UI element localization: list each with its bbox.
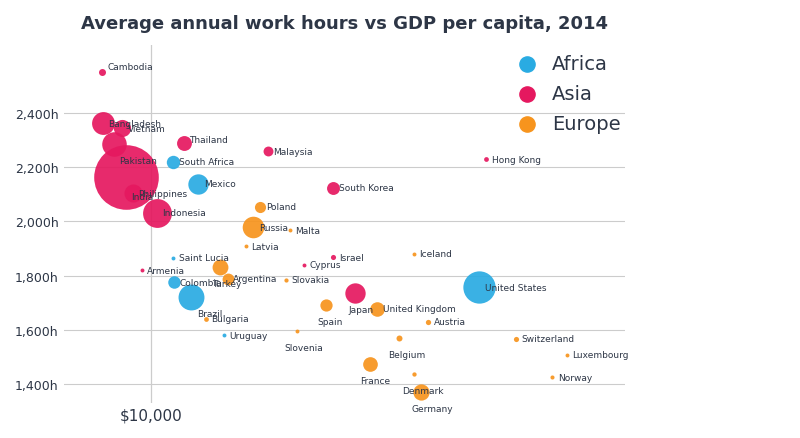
Point [349,290,362,297]
Point [363,361,376,368]
Text: Hong Kong: Hong Kong [492,155,541,164]
Text: Norway: Norway [558,373,592,382]
Point [510,335,522,342]
Text: Cyprus: Cyprus [310,261,342,269]
Text: Latvia: Latvia [251,242,279,251]
Point [166,159,179,166]
Text: France: France [360,377,390,385]
Point [546,374,558,381]
Text: Bangladesh: Bangladesh [109,120,162,129]
Text: Philippines: Philippines [138,190,187,198]
Point [192,181,205,188]
Point [370,306,383,313]
Text: Belgium: Belgium [388,350,425,359]
Text: Slovenia: Slovenia [285,343,323,352]
Point [168,279,181,286]
Point [298,261,310,268]
Text: Slovakia: Slovakia [291,276,330,284]
Point [327,184,340,191]
Text: Turkey: Turkey [212,279,242,288]
Text: Israel: Israel [339,253,364,262]
Text: Malaysia: Malaysia [274,147,313,156]
Text: Armenia: Armenia [147,266,185,275]
Text: Iceland: Iceland [419,250,452,259]
Point [95,70,108,77]
Text: South Korea: South Korea [339,184,394,193]
Text: Malta: Malta [295,226,320,235]
Text: Colombia: Colombia [180,278,222,287]
Point [150,210,163,217]
Text: Cambodia: Cambodia [107,63,153,72]
Point [218,332,230,339]
Point [115,126,128,133]
Point [560,351,573,358]
Text: India: India [131,193,154,201]
Point [178,141,190,148]
Point [393,335,406,342]
Point [119,174,132,181]
Point [246,224,259,231]
Text: Bulgaria: Bulgaria [211,314,249,323]
Point [407,371,420,378]
Point [480,156,493,163]
Point [97,120,110,127]
Point [135,267,148,274]
Text: South Africa: South Africa [178,158,234,167]
Point [214,264,226,271]
Text: Russia: Russia [258,223,288,232]
Text: Japan: Japan [348,306,374,314]
Text: Switzerland: Switzerland [521,334,574,343]
Text: Vietnam: Vietnam [127,124,166,134]
Text: Luxembourg: Luxembourg [572,350,629,360]
Text: Denmark: Denmark [402,386,444,395]
Point [222,276,234,283]
Point [254,204,267,211]
Text: Austria: Austria [434,318,466,327]
Text: Germany: Germany [411,404,453,413]
Text: Thailand: Thailand [190,135,228,144]
Text: Saint Lucia: Saint Lucia [178,254,229,263]
Point [422,319,434,326]
Point [407,251,420,258]
Text: Uruguay: Uruguay [230,331,268,340]
Point [283,227,296,234]
Text: Poland: Poland [266,203,296,212]
Text: Argentina: Argentina [234,275,278,284]
Text: United States: United States [485,283,546,292]
Legend: Africa, Asia, Europe: Africa, Asia, Europe [507,55,621,134]
Point [107,141,120,148]
Point [166,255,179,262]
Point [126,191,139,198]
Text: United Kingdom: United Kingdom [382,305,455,314]
Text: Spain: Spain [318,317,343,326]
Point [185,293,198,300]
Text: Pakistan: Pakistan [119,157,158,166]
Point [327,254,340,261]
Text: Brazil: Brazil [197,309,222,318]
Point [414,389,427,396]
Point [199,315,212,322]
Text: Mexico: Mexico [204,180,236,189]
Point [262,148,274,155]
Point [239,243,252,250]
Point [290,328,303,335]
Point [473,284,486,291]
Point [279,276,292,283]
Point [320,302,333,309]
Text: Indonesia: Indonesia [162,209,206,218]
Title: Average annual work hours vs GDP per capita, 2014: Average annual work hours vs GDP per cap… [81,15,608,33]
